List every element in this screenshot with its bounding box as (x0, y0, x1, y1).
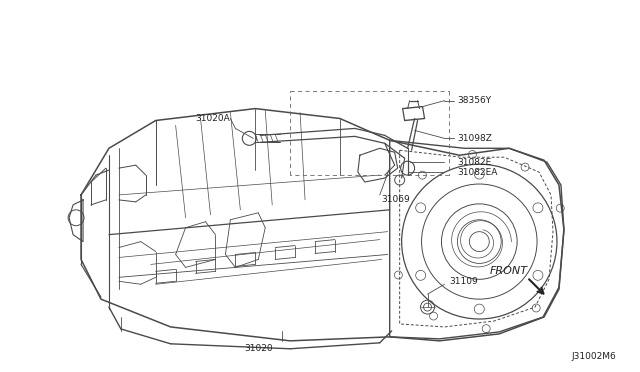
Text: 31098Z: 31098Z (458, 134, 492, 143)
Text: 31082E: 31082E (458, 158, 492, 167)
Text: 31109: 31109 (449, 277, 478, 286)
Text: 31020: 31020 (244, 344, 273, 353)
Text: FRONT: FRONT (489, 266, 527, 276)
Text: J31002M6: J31002M6 (572, 352, 617, 361)
Text: 31020A: 31020A (196, 114, 230, 123)
Text: 38356Y: 38356Y (458, 96, 492, 105)
Text: 31082EA: 31082EA (458, 168, 498, 177)
Text: 31069: 31069 (381, 195, 410, 204)
